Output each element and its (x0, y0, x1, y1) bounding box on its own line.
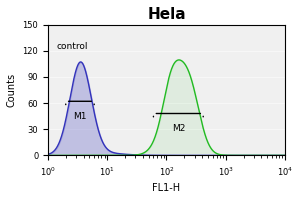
Title: Hela: Hela (147, 7, 186, 22)
X-axis label: FL1-H: FL1-H (152, 183, 181, 193)
Text: M2: M2 (172, 124, 185, 133)
Text: control: control (57, 42, 88, 51)
Y-axis label: Counts: Counts (7, 73, 17, 107)
Text: M1: M1 (73, 112, 87, 121)
